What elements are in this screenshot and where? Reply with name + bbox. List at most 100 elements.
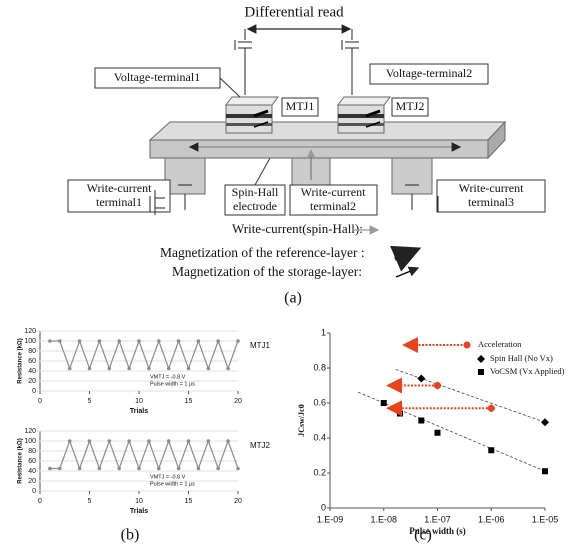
data-point <box>196 339 201 343</box>
data-line <box>49 339 239 371</box>
data-point <box>48 466 52 471</box>
arrow-origin <box>434 382 441 389</box>
arrow-origin <box>487 404 495 412</box>
data-point <box>418 417 425 424</box>
mtj-label: MTJ2 <box>396 99 425 113</box>
spin-hall-front <box>149 139 489 159</box>
data-point <box>542 468 548 475</box>
data-point <box>147 366 151 371</box>
y-tick-label: 0 <box>321 502 326 512</box>
x-axis-label: Pulse width (s) <box>409 526 466 536</box>
label-box <box>67 179 171 213</box>
terminal-label: terminal3 <box>468 195 514 209</box>
x-tick-label: 1.E-06 <box>478 514 505 524</box>
y-tick-label: 60 <box>28 458 36 465</box>
data-point <box>48 339 52 343</box>
terminal-block <box>164 157 206 195</box>
panel-label: (a) <box>284 290 302 307</box>
chart-title: MTJ1 <box>250 341 271 350</box>
y-tick-label: 40 <box>28 468 36 475</box>
data-point <box>137 339 141 343</box>
y-tick-label: 20 <box>28 478 36 485</box>
terminal-label: Write-current <box>459 181 524 195</box>
leader <box>254 157 271 186</box>
y-tick-label: 120 <box>24 428 36 435</box>
electrode-label: electrode <box>233 199 277 213</box>
data-point <box>87 439 92 443</box>
data-point <box>380 400 387 406</box>
x-tick-label: 1.E-09 <box>317 514 344 524</box>
label-box <box>391 97 429 117</box>
data-point <box>206 439 211 443</box>
mtj-label: MTJ1 <box>286 99 315 113</box>
y-tick-label: 100 <box>24 438 36 445</box>
legend-arrow-origin <box>463 341 471 349</box>
data-point <box>77 466 82 471</box>
label-box <box>224 184 286 216</box>
data-point <box>127 366 131 371</box>
y-tick-label: 0 <box>32 388 36 395</box>
y-tick-label: 0.4 <box>313 432 326 442</box>
voltage-terminal-label: Voltage-terminal1 <box>114 70 200 84</box>
legend-arrow <box>395 266 420 278</box>
y-tick-label: 120 <box>24 328 36 335</box>
data-point <box>216 339 220 343</box>
legend-text: Magnetization of the reference-layer : <box>160 245 365 260</box>
data-point <box>117 466 121 471</box>
data-point <box>77 339 82 343</box>
x-tick-label: 5 <box>88 398 92 405</box>
y-tick-label: 80 <box>28 348 36 355</box>
data-point <box>166 439 171 443</box>
terminal-label: terminal1 <box>96 195 142 209</box>
label-box <box>436 179 546 213</box>
legend-label: Acceleration <box>478 339 522 349</box>
data-point <box>196 466 201 471</box>
data-point <box>236 339 240 343</box>
data-point <box>226 439 230 443</box>
legend-label: Spin Hall (No Vx) <box>490 353 553 363</box>
data-point <box>541 418 549 427</box>
terminal-label: terminal2 <box>310 199 356 213</box>
x-tick-label: 15 <box>185 498 193 505</box>
diagram-heading: Differential read <box>244 4 344 20</box>
diagram: Differential read Voltage-terminal1 Volt… <box>67 4 546 279</box>
panel-label: (c) <box>414 527 432 544</box>
y-tick-label: 0.8 <box>313 362 326 372</box>
x-tick-label: 1.E-08 <box>370 514 397 524</box>
data-point <box>97 466 102 471</box>
y-axis-label: Resistance (kΩ) <box>18 438 24 484</box>
x-axis-label: Trials <box>130 408 148 415</box>
data-point <box>107 439 112 443</box>
panel-label: (b) <box>121 527 140 544</box>
data-point <box>434 429 441 436</box>
voltage-terminal-label: Voltage-terminal2 <box>386 66 472 80</box>
y-axis-label: Resistance (kΩ) <box>18 338 24 384</box>
legend-arrow <box>389 245 422 272</box>
data-point <box>186 366 191 371</box>
data-point <box>58 466 62 471</box>
data-point <box>176 466 181 471</box>
data-point <box>58 339 62 343</box>
data-point <box>67 439 72 443</box>
data-point <box>87 366 92 371</box>
data-point <box>166 366 171 371</box>
spin-hall-side <box>487 120 506 160</box>
data-point <box>488 447 495 454</box>
x-tick-label: 10 <box>135 498 143 505</box>
y-tick-label: 60 <box>28 358 36 365</box>
y-tick-label: 80 <box>28 448 36 455</box>
data-point <box>206 366 211 371</box>
x-tick-label: 5 <box>88 498 92 505</box>
y-axis-label: JCsw/Jc0 <box>297 404 306 436</box>
y-tick-label: 1 <box>321 327 326 337</box>
x-tick-label: 20 <box>234 498 242 505</box>
data-point <box>147 439 151 443</box>
x-tick-label: 0 <box>38 398 42 405</box>
y-tick-label: 0 <box>32 488 36 495</box>
data-point <box>157 339 161 343</box>
spin-hall-top <box>148 121 507 141</box>
legend-text: Write-current(spin-Hall): <box>232 221 363 236</box>
trend-line <box>395 369 546 423</box>
legend-marker <box>478 369 484 375</box>
